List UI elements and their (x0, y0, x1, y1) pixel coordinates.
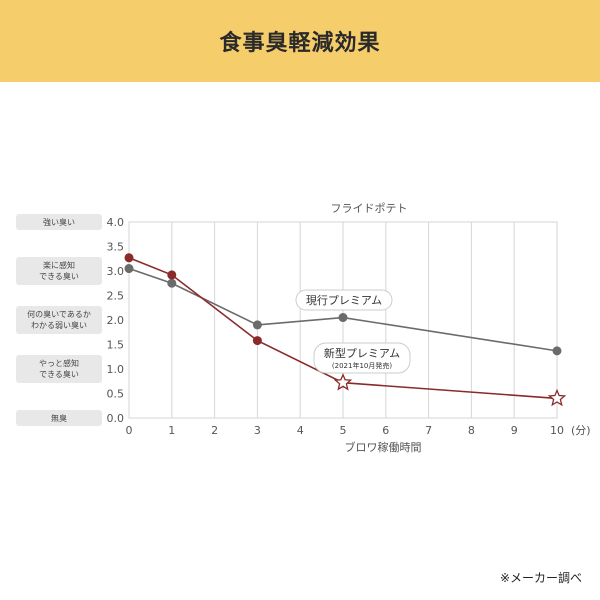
data-point-current (552, 346, 562, 356)
chart-title: フライドポテト (331, 202, 408, 215)
y-tick-label: 1.0 (107, 363, 125, 376)
data-point-current (124, 264, 134, 274)
odor-level-box (16, 214, 102, 230)
data-point-new-star (547, 388, 567, 407)
odor-level-box (16, 257, 102, 285)
y-tick-label: 3.0 (107, 265, 125, 278)
title-banner: 食事臭軽減効果 (0, 0, 600, 82)
odor-level-box (16, 410, 102, 426)
series-note-new: (2021年10月発売) (332, 361, 392, 370)
data-point-current (338, 313, 348, 323)
data-point-new-star (333, 372, 353, 391)
data-point-current (252, 320, 262, 330)
odor-level-label: やっと感知 (39, 358, 79, 368)
x-tick-label: 0 (126, 424, 133, 437)
y-tick-label: 2.5 (107, 290, 125, 303)
x-tick-label: 8 (468, 424, 475, 437)
x-tick-label: 6 (382, 424, 389, 437)
x-tick-label: 7 (425, 424, 432, 437)
x-tick-label: 2 (211, 424, 218, 437)
x-tick-label: 5 (340, 424, 347, 437)
odor-level-label: 楽に感知 (43, 260, 75, 270)
y-tick-label: 4.0 (107, 216, 125, 229)
odor-level-label: わかる弱い臭い (31, 320, 87, 330)
odor-level-label: 無臭 (51, 413, 67, 423)
data-point-new (167, 270, 177, 280)
odor-level-label: 強い臭い (43, 217, 75, 227)
odor-level-box (16, 306, 102, 334)
y-tick-label: 2.0 (107, 314, 125, 327)
x-tick-label: 1 (168, 424, 175, 437)
odor-level-label: できる臭い (39, 271, 79, 281)
plot-frame (128, 221, 558, 419)
data-point-new (124, 253, 134, 263)
odor-level-label: 何の臭いであるか (27, 309, 91, 319)
odor-level-label: できる臭い (39, 369, 79, 379)
data-point-new (252, 336, 262, 346)
odor-level-box (16, 355, 102, 383)
page-title: 食事臭軽減効果 (219, 31, 381, 56)
y-tick-label: 3.5 (107, 241, 125, 254)
x-tick-label: 10 (550, 424, 564, 437)
x-tick-label: 9 (511, 424, 518, 437)
series-label-new: 新型プレミアム (324, 346, 400, 360)
source-footnote: ※メーカー調べ (499, 571, 582, 585)
x-axis-label: ブロワ稼働時間 (345, 440, 422, 454)
series-label-current: 現行プレミアム (306, 294, 382, 307)
y-tick-label: 1.5 (107, 339, 125, 352)
data-point-current (167, 278, 177, 288)
series-label-box-current (295, 289, 393, 311)
y-tick-label: 0.5 (107, 388, 125, 401)
x-tick-label: 3 (254, 424, 261, 437)
y-tick-label: 0.0 (107, 412, 125, 425)
series-label-box-new (313, 342, 411, 374)
x-tick-label: 4 (297, 424, 304, 437)
x-unit-label: (分) (571, 424, 591, 437)
